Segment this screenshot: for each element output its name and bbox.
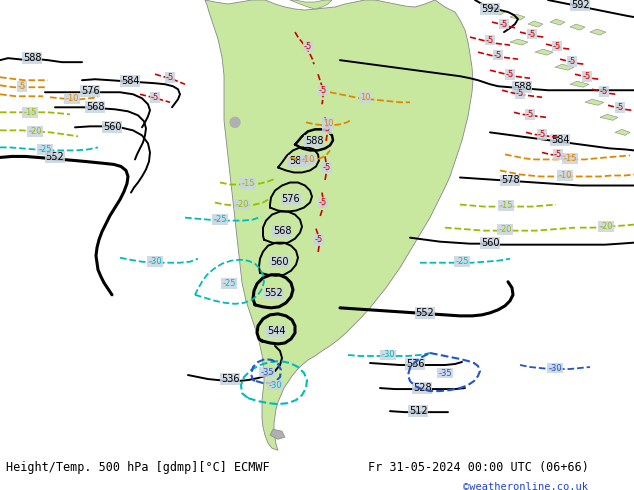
- Text: 576: 576: [81, 86, 100, 96]
- Text: 560: 560: [481, 238, 499, 247]
- Text: -25: -25: [213, 215, 227, 224]
- Text: -35: -35: [260, 368, 274, 376]
- Polygon shape: [290, 0, 332, 9]
- Polygon shape: [510, 14, 525, 20]
- Polygon shape: [270, 429, 285, 439]
- Polygon shape: [490, 9, 505, 15]
- Text: -30: -30: [268, 381, 281, 390]
- Text: -5: -5: [506, 70, 514, 79]
- Text: 560: 560: [269, 257, 288, 267]
- Text: -15: -15: [563, 154, 577, 163]
- Text: 512: 512: [409, 406, 427, 416]
- Text: -5: -5: [583, 72, 591, 81]
- Text: -5: -5: [600, 87, 608, 96]
- Text: -20: -20: [235, 200, 249, 209]
- Text: -15: -15: [23, 108, 37, 117]
- Text: 578: 578: [501, 175, 519, 186]
- Text: -5: -5: [319, 198, 327, 207]
- Text: -10: -10: [559, 171, 572, 180]
- Text: -10: -10: [65, 94, 79, 103]
- Text: -5: -5: [304, 42, 312, 50]
- Text: -5: -5: [528, 29, 536, 39]
- Text: 584: 584: [120, 76, 139, 86]
- Text: -5: -5: [554, 150, 562, 159]
- Text: 544: 544: [267, 326, 285, 336]
- Text: -5: -5: [323, 124, 331, 133]
- Text: 536: 536: [221, 374, 239, 384]
- Text: -5: -5: [319, 86, 327, 95]
- Text: 588: 588: [23, 53, 41, 63]
- Polygon shape: [570, 24, 585, 30]
- Text: -20: -20: [29, 127, 42, 136]
- Text: -10: -10: [301, 155, 314, 164]
- Text: -5: -5: [500, 20, 508, 28]
- Text: 552: 552: [416, 308, 434, 318]
- Text: -5: -5: [18, 82, 26, 91]
- Text: -30: -30: [381, 350, 395, 360]
- Polygon shape: [555, 64, 574, 70]
- Polygon shape: [585, 99, 604, 105]
- Text: 560: 560: [103, 122, 121, 132]
- Text: 588: 588: [305, 136, 323, 147]
- Text: -25: -25: [38, 145, 52, 154]
- Text: 568: 568: [86, 102, 104, 112]
- Text: -25: -25: [455, 257, 469, 266]
- Text: -20: -20: [498, 225, 512, 234]
- Text: 576: 576: [281, 194, 301, 203]
- Polygon shape: [550, 19, 565, 25]
- Text: 592: 592: [481, 4, 500, 14]
- Text: 10: 10: [359, 93, 370, 102]
- Polygon shape: [205, 0, 473, 450]
- Text: -15: -15: [242, 179, 255, 188]
- Text: -25: -25: [223, 279, 236, 288]
- Text: -5: -5: [494, 50, 502, 60]
- Polygon shape: [570, 81, 589, 87]
- Text: 10: 10: [323, 119, 333, 128]
- Text: -30: -30: [548, 364, 562, 372]
- Text: ©weatheronline.co.uk: ©weatheronline.co.uk: [463, 482, 588, 490]
- Text: -5: -5: [538, 130, 546, 139]
- Polygon shape: [615, 129, 630, 135]
- Text: -5: -5: [323, 163, 331, 172]
- Text: 552: 552: [264, 288, 283, 298]
- Text: -5: -5: [151, 93, 159, 102]
- Text: Height/Temp. 500 hPa [gdmp][°C] ECMWF: Height/Temp. 500 hPa [gdmp][°C] ECMWF: [6, 462, 270, 474]
- Text: 584: 584: [288, 156, 307, 167]
- Text: -5: -5: [568, 57, 576, 66]
- Text: -5: -5: [486, 36, 494, 45]
- Polygon shape: [600, 114, 618, 121]
- Text: 588: 588: [513, 82, 531, 92]
- Text: -5: -5: [616, 103, 624, 112]
- Text: -35: -35: [438, 368, 452, 377]
- Polygon shape: [510, 39, 528, 45]
- Text: 568: 568: [273, 225, 291, 236]
- Text: -15: -15: [499, 201, 513, 210]
- Text: -5: -5: [315, 235, 323, 244]
- Text: Fr 31-05-2024 00:00 UTC (06+66): Fr 31-05-2024 00:00 UTC (06+66): [368, 462, 588, 474]
- Text: -30: -30: [148, 257, 162, 266]
- Polygon shape: [590, 29, 606, 35]
- Text: 536: 536: [406, 359, 424, 369]
- Polygon shape: [528, 21, 543, 27]
- Text: 592: 592: [571, 0, 590, 10]
- Text: -5: -5: [516, 89, 524, 98]
- Text: -5: -5: [526, 110, 534, 119]
- Circle shape: [230, 117, 240, 127]
- Text: -5: -5: [166, 73, 174, 82]
- Polygon shape: [535, 49, 553, 55]
- Text: -5: -5: [553, 42, 561, 50]
- Text: 528: 528: [413, 383, 431, 393]
- Text: -20: -20: [599, 222, 612, 231]
- Text: 552: 552: [46, 152, 65, 162]
- Text: 584: 584: [551, 135, 569, 146]
